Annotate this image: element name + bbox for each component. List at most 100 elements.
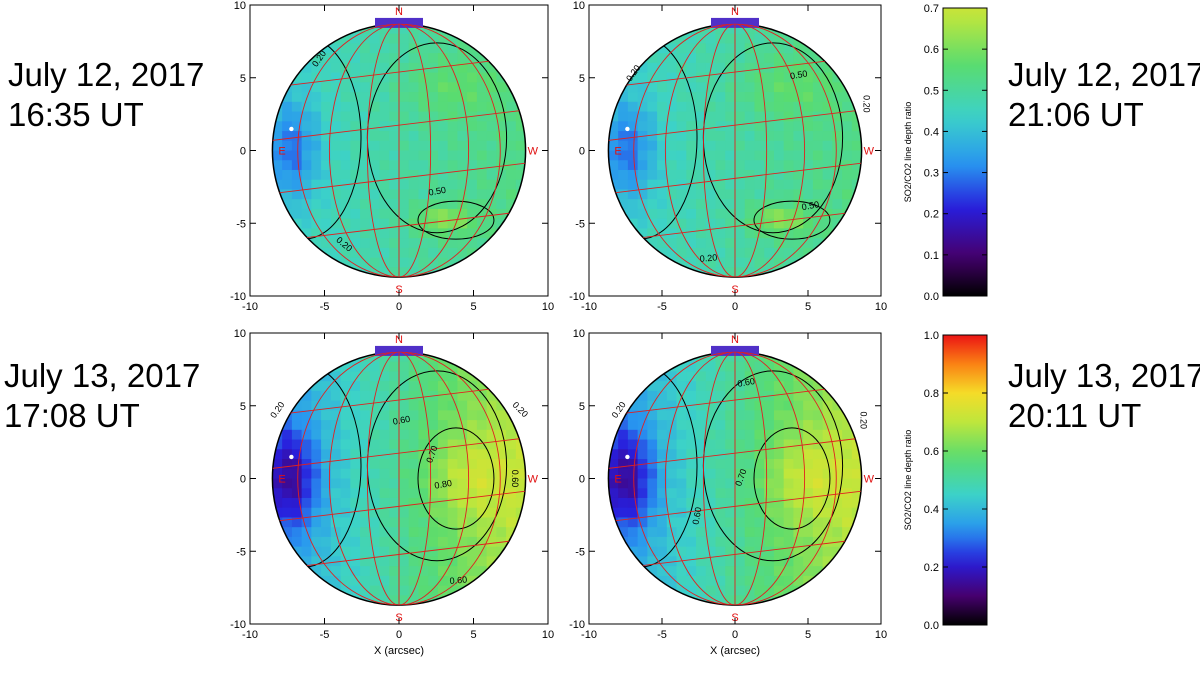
heatmap-cells [272, 351, 526, 606]
x-tick-label: 10 [875, 629, 887, 641]
panel-3: NSEW0.200.600.700.800.600.600.20-10-5051… [230, 328, 554, 657]
longitude-line [664, 351, 806, 606]
x-tick-label: 5 [805, 629, 811, 641]
colorbar-tick-label: 0.4 [924, 504, 939, 516]
latlon-grid [272, 23, 526, 278]
y-tick-label: -10 [569, 619, 585, 631]
compass-east: E [614, 474, 621, 486]
heatmap-cells [272, 23, 526, 278]
y-tick-label: -10 [230, 291, 246, 303]
y-tick-label: 0 [240, 474, 246, 486]
longitude-line [297, 23, 501, 278]
x-tick-label: -10 [242, 301, 258, 313]
compass-east: E [278, 146, 285, 158]
y-tick-label: 5 [579, 73, 585, 85]
x-tick-label: 0 [732, 629, 738, 641]
compass-east: E [614, 146, 621, 158]
y-tick-label: 5 [240, 401, 246, 413]
colorbar-tick-label: 1.0 [924, 330, 939, 342]
sub-point-marker [289, 454, 294, 460]
longitude-line [328, 351, 470, 606]
contour-label: 0.80 [434, 478, 453, 491]
date-label-top-left: July 12, 2017 16:35 UT [8, 55, 204, 135]
x-tick-label: 5 [470, 629, 476, 641]
contour-line [417, 200, 495, 240]
contour-label: 0.60 [449, 575, 467, 586]
x-tick-label: 10 [542, 301, 554, 313]
contour-label: 0.60 [691, 506, 704, 525]
date-text: July 12, 2017 [1008, 56, 1200, 93]
compass-east: E [278, 474, 285, 486]
north-cap [711, 345, 759, 356]
x-tick-label: 0 [732, 301, 738, 313]
longitude-line [297, 351, 501, 606]
x-axis-title: X (arcsec) [374, 645, 424, 657]
colorbar-tick-label: 0.6 [924, 446, 939, 458]
longitude-line [702, 23, 768, 278]
panel-4: NSEW0.200.600.700.600.20-10-505101050-5-… [569, 328, 887, 657]
time-text: 21:06 UT [1008, 96, 1144, 133]
colorbar-1: 0.0 0.1 0.2 0.3 0.4 0.5 0.6 0.7 SO2/CO2 line dep… [903, 3, 988, 303]
x-axis-title: X (arcsec) [710, 645, 760, 657]
y-tick-label: 5 [240, 73, 246, 85]
date-text: July 12, 2017 [8, 56, 205, 93]
y-tick-label: -5 [575, 218, 585, 230]
colorbar-tick-label: 0.2 [924, 209, 939, 221]
colorbar-tick-label: 0.1 [924, 250, 939, 262]
compass-west: W [864, 146, 875, 158]
panel-2: NSEW0.200.500.200.500.20-10-505101050-5-… [569, 0, 887, 313]
y-tick-label: -5 [236, 546, 246, 558]
latlon-grid [608, 351, 862, 606]
colorbar-tick-label: 0.0 [924, 620, 939, 632]
date-text: July 13, 2017 [1008, 357, 1200, 394]
longitude-line [366, 23, 432, 278]
y-tick-label: -10 [230, 619, 246, 631]
sub-point-marker [625, 126, 630, 132]
compass-north: N [395, 6, 403, 18]
contour-label: 0.60 [510, 470, 520, 488]
colorbar-tick-label: 0.4 [924, 126, 939, 138]
contour-label: 0.20 [699, 252, 717, 263]
x-tick-label: -10 [242, 629, 258, 641]
contour-label: 0.20 [861, 95, 871, 113]
compass-north: N [731, 334, 739, 346]
y-tick-label: 10 [234, 328, 246, 340]
date-label-bottom-right: July 13, 2017 20:11 UT [1008, 356, 1200, 436]
y-tick-label: 10 [573, 328, 585, 340]
colorbar-tick-label: 0.6 [924, 44, 939, 56]
compass-west: W [528, 146, 539, 158]
x-tick-label: 10 [542, 629, 554, 641]
sub-point-marker [625, 454, 630, 460]
contour-label: 0.50 [428, 185, 447, 198]
date-label-top-right: July 12, 2017 21:06 UT [1008, 55, 1200, 135]
x-tick-label: -5 [657, 301, 667, 313]
longitude-line [366, 351, 432, 606]
colorbar-tick-label: 0.3 [924, 168, 939, 180]
compass-west: W [528, 474, 539, 486]
contour-line [753, 427, 831, 530]
date-label-bottom-left: July 13, 2017 17:08 UT [4, 356, 200, 436]
colorbar-tick-label: 0.0 [924, 291, 939, 303]
x-tick-label: -5 [320, 301, 330, 313]
y-tick-label: 5 [579, 401, 585, 413]
date-text: July 13, 2017 [4, 357, 201, 394]
y-tick-label: 0 [579, 474, 585, 486]
colorbar-gradient [942, 7, 988, 297]
north-cap [711, 17, 759, 28]
time-text: 20:11 UT [1008, 397, 1142, 434]
y-tick-label: -5 [236, 218, 246, 230]
time-text: 17:08 UT [4, 397, 140, 434]
colorbar-tick-label: 0.7 [924, 3, 939, 15]
x-tick-label: -5 [320, 629, 330, 641]
x-tick-label: 0 [396, 629, 402, 641]
colorbar-label: SO2/CO2 line depth ratio [903, 102, 913, 203]
north-cap [375, 345, 423, 356]
x-tick-label: 0 [396, 301, 402, 313]
contour-label: 0.20 [268, 400, 286, 420]
contour-label: 0.60 [392, 414, 411, 427]
x-tick-label: 5 [805, 301, 811, 313]
colorbar-label: SO2/CO2 line depth ratio [903, 430, 913, 531]
colorbar-tick-label: 0.5 [924, 85, 939, 97]
